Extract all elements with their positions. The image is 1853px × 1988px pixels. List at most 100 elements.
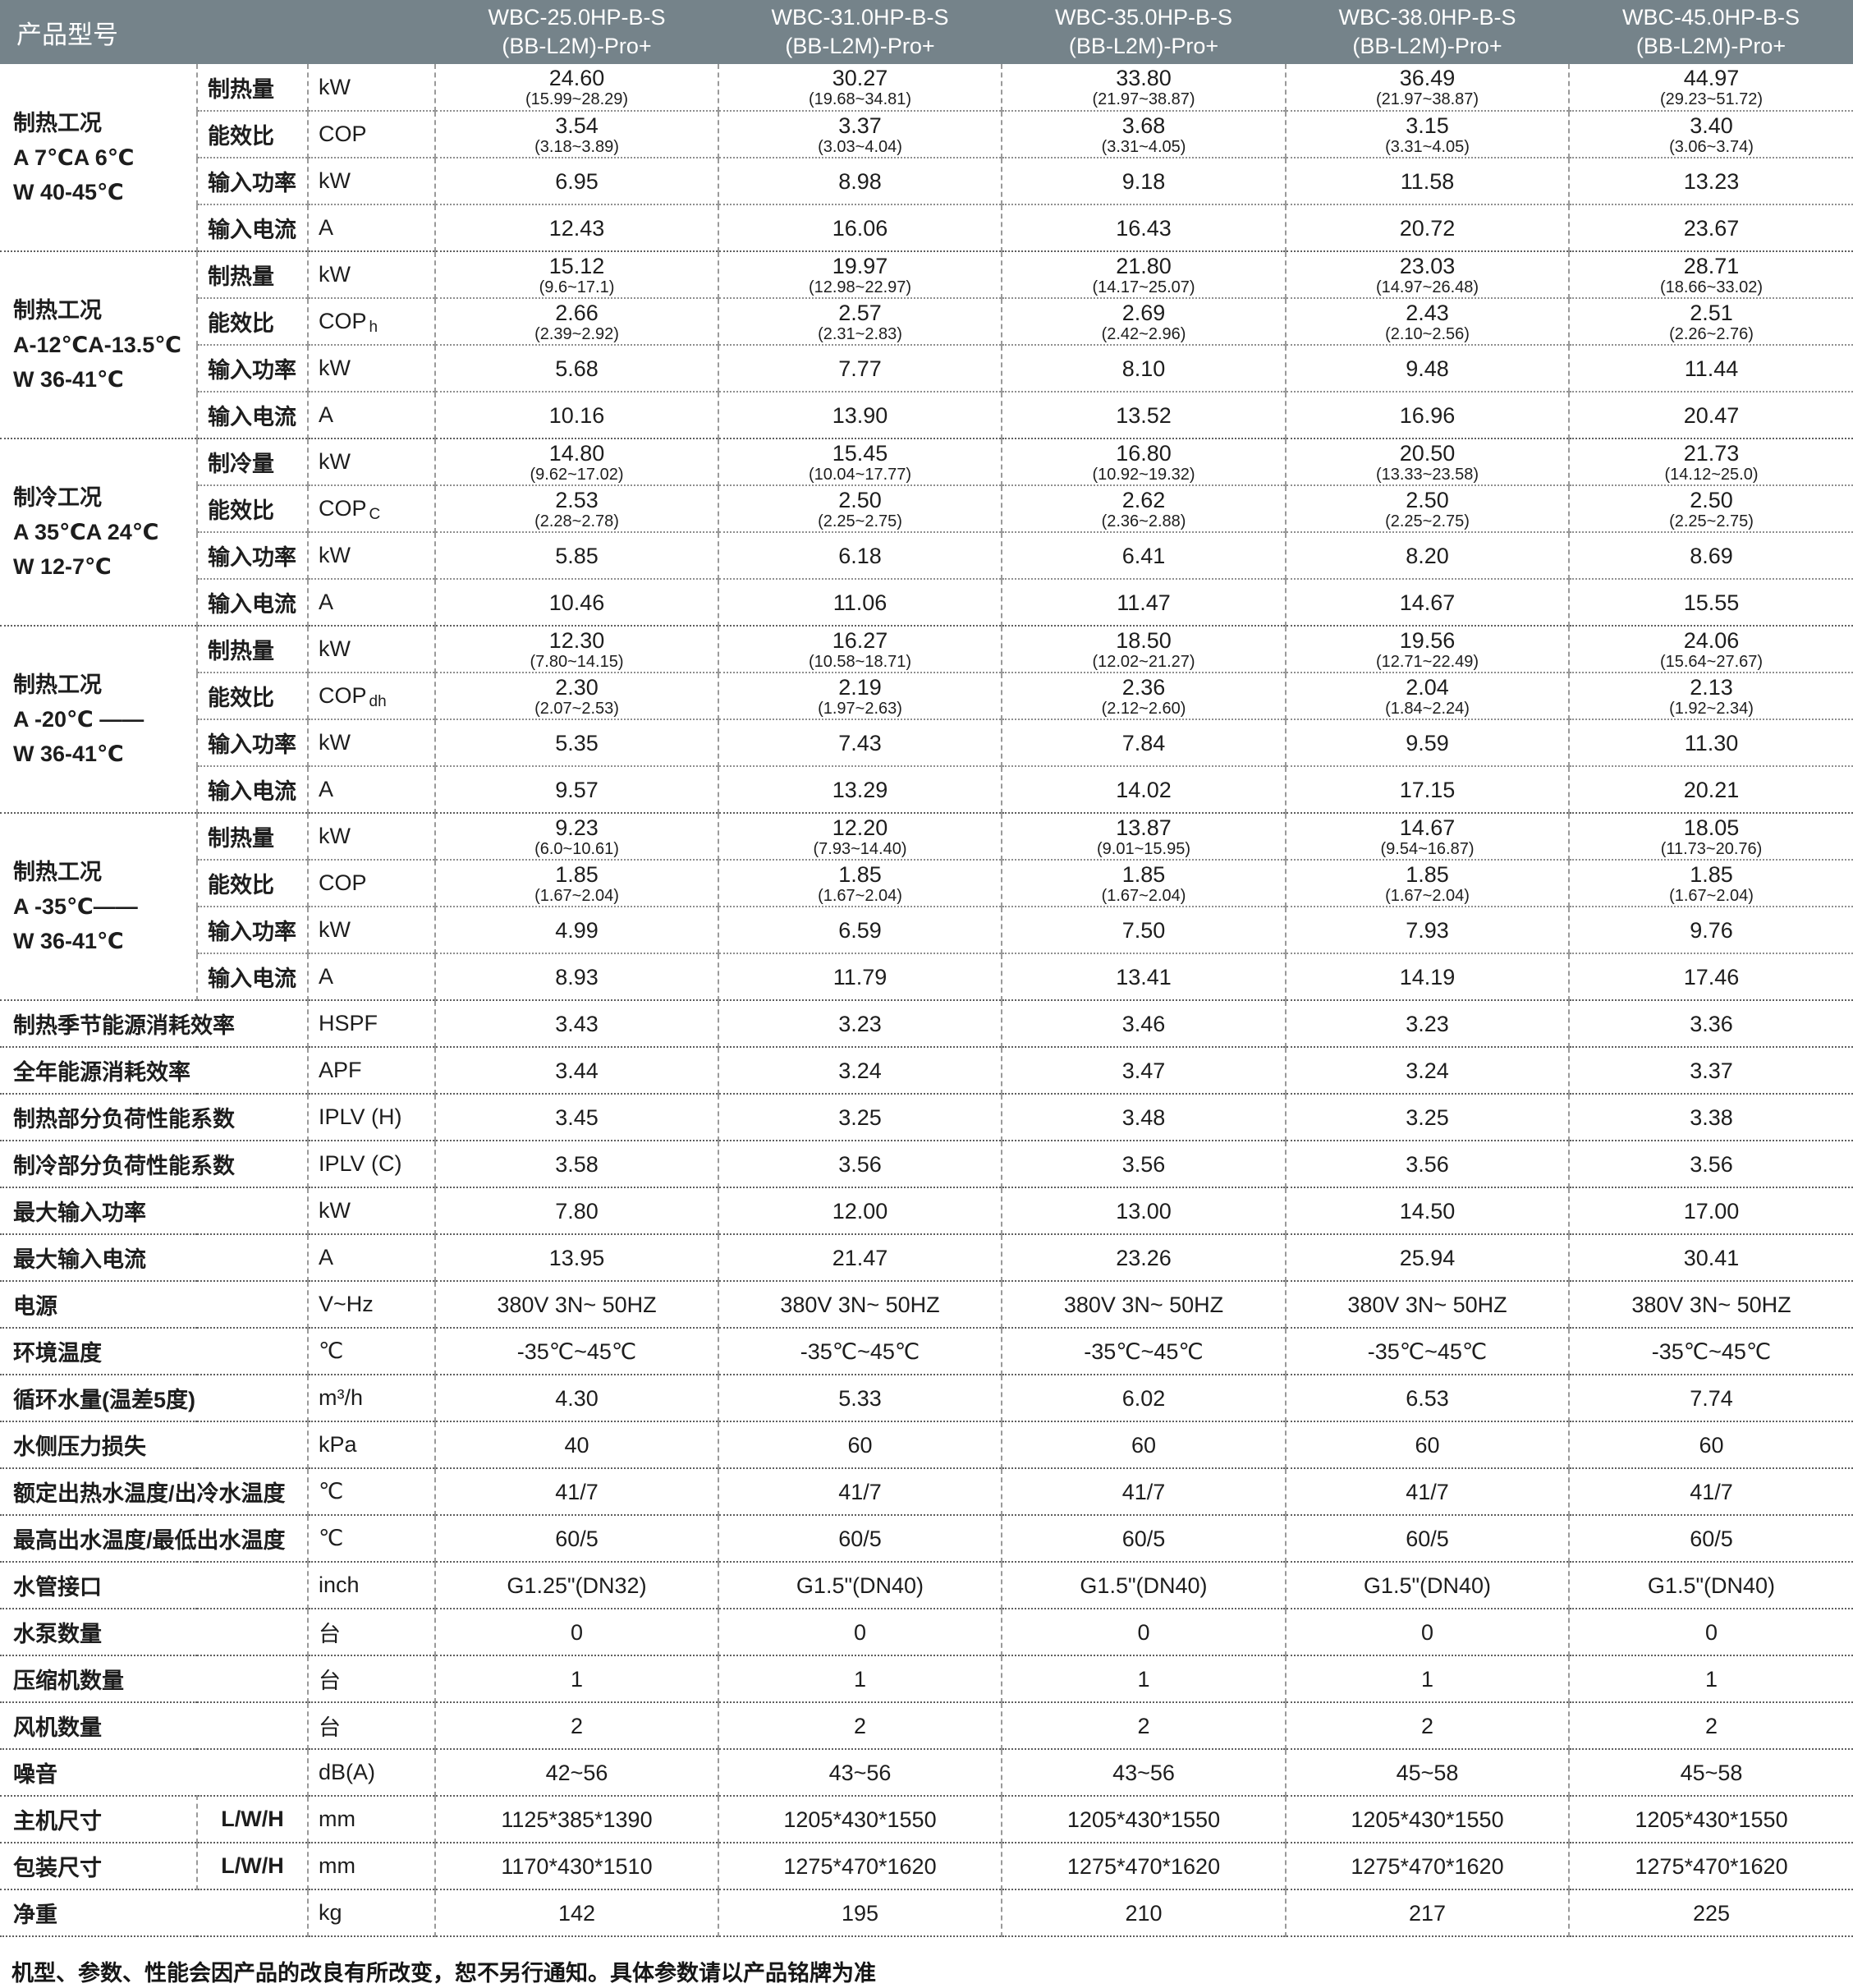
value-main: 13.87 [1116, 815, 1172, 840]
unit-label: dB(A) [307, 1748, 435, 1796]
value-main: 17.15 [1399, 777, 1456, 802]
spec-value-cell: 2 [718, 1701, 1002, 1749]
param-text: 输入电流 [208, 218, 296, 242]
value-text: 1 [1137, 1666, 1150, 1692]
value-text: 41/7 [555, 1479, 599, 1504]
spec-value-cell: 11.47 [1001, 578, 1286, 626]
spec-value-cell: 7.93 [1285, 906, 1569, 953]
condition-line: A -35℃—— [13, 894, 138, 919]
value-text: 2 [570, 1713, 584, 1738]
label-text: 风机数量 [13, 1715, 102, 1740]
spec-value-cell: 3.38 [1568, 1093, 1853, 1141]
value-main: 4.99 [555, 917, 599, 943]
unit-text: A [319, 777, 334, 801]
param-label: 制热量 [196, 625, 308, 673]
value-range: (14.97~26.48) [1375, 278, 1479, 296]
spec-label: 最大输入电流 [0, 1233, 308, 1281]
spec-value-cell: 12.43 [434, 204, 718, 251]
value-text: 1 [1420, 1666, 1434, 1692]
model-suffix: (BB-L2M)-Pro+ [1068, 34, 1219, 58]
value-text: 1275*470*1620 [783, 1853, 937, 1879]
spec-value-cell: 6.95 [434, 157, 718, 204]
value-range: (18.66~33.02) [1659, 278, 1764, 296]
unit-text: kW [319, 262, 351, 287]
value-main: 2.36 [1121, 674, 1166, 700]
label-text: 环境温度 [13, 1341, 102, 1366]
param-text: 制热量 [208, 76, 274, 102]
value-main: 8.93 [555, 964, 599, 989]
value-main: 11.47 [1117, 590, 1171, 615]
spec-value-cell: G1.5"(DN40) [718, 1561, 1002, 1609]
value-text: 3.58 [555, 1151, 599, 1177]
unit-label: A [307, 765, 435, 813]
value-main: 7.84 [1121, 730, 1166, 755]
spec-value-cell: 1 [1001, 1655, 1286, 1702]
value-text: 380V 3N~ 50HZ [1631, 1292, 1791, 1317]
unit-label: 台 [307, 1701, 435, 1749]
spec-value-cell: 2 [1568, 1701, 1853, 1749]
spec-row: 主机尺寸 L/W/H mm 1125*385*1390 1205*430*1550 120… [0, 1795, 1853, 1843]
spec-value-cell: 16.80 (10.92~19.32) [1001, 438, 1286, 485]
spec-value-cell: 43~56 [1001, 1748, 1286, 1796]
spec-value-cell: 12.00 [718, 1187, 1002, 1234]
value-text: 12.00 [832, 1198, 888, 1224]
unit-text: COP [319, 309, 367, 333]
value-main: 10.46 [548, 590, 605, 615]
spec-value-cell: 15.12 (9.6~17.1) [434, 250, 718, 298]
value-main: 2.62 [1121, 487, 1166, 512]
value-main: 16.06 [832, 215, 888, 241]
spec-value-cell: 19.97 (12.98~22.97) [718, 250, 1002, 298]
spec-value-cell: 3.56 [1001, 1140, 1286, 1187]
value-main: 19.56 [1399, 627, 1456, 653]
value-range: (13.33~23.58) [1375, 465, 1479, 484]
model-header-4: WBC-38.0HP-B-S (BB-L2M)-Pro+ [1286, 0, 1569, 64]
label-text: 噪音 [13, 1762, 57, 1787]
spec-row: 能效比 COP dh 2.30 (2.07~2.53) 2.19 (1.97~2.63) 2.… [0, 672, 1853, 719]
spec-value-cell: 8.98 [718, 157, 1002, 204]
value-main: 20.21 [1683, 777, 1740, 802]
value-text: 0 [853, 1619, 867, 1645]
condition-line: W 40-45℃ [13, 179, 124, 204]
value-text: 60 [847, 1432, 873, 1458]
spec-value-cell: 43~56 [718, 1748, 1002, 1796]
value-main: 8.98 [838, 168, 882, 194]
spec-value-cell: 1.85 (1.67~2.04) [434, 859, 718, 907]
value-main: 24.06 [1683, 627, 1740, 653]
spec-label: 全年能源消耗效率 [0, 1046, 308, 1094]
spec-label: 制热季节能源消耗效率 [0, 999, 308, 1047]
spec-value-cell: 21.80 (14.17~25.07) [1001, 250, 1286, 298]
param-label: 输入功率 [196, 531, 308, 579]
spec-row: 能效比 COP h 2.66 (2.39~2.92) 2.57 (2.31~2.83) 2.6… [0, 297, 1853, 345]
dimension-sublabel: L/W/H [196, 1795, 308, 1843]
value-text: 3.25 [1406, 1104, 1449, 1130]
value-text: G1.5"(DN40) [1647, 1572, 1776, 1598]
param-label: 输入功率 [196, 906, 308, 953]
value-main: 9.57 [555, 777, 599, 802]
value-text: 25.94 [1399, 1245, 1456, 1270]
value-text: 30.41 [1683, 1245, 1740, 1270]
condition-line: 制热工况 [13, 860, 102, 884]
value-main: 9.23 [555, 815, 599, 840]
spec-value-cell: 2.57 (2.31~2.83) [718, 297, 1002, 345]
spec-label: 净重 [0, 1889, 308, 1937]
param-text: 输入功率 [208, 920, 296, 944]
value-main: 24.60 [548, 66, 605, 90]
spec-value-cell: 3.23 [718, 999, 1002, 1047]
spec-value-cell: 45~58 [1285, 1748, 1569, 1796]
unit-text: A [319, 1245, 334, 1269]
spec-value-cell: 60 [1285, 1421, 1569, 1468]
value-main: 1.85 [555, 861, 599, 887]
value-text: 3.56 [1406, 1151, 1449, 1177]
spec-value-cell: 1205*430*1550 [1568, 1795, 1853, 1843]
spec-row: 制热工况 A -20℃ —— W 36-41℃ 制热量 kW 12.30 (7.80~14.… [0, 625, 1853, 813]
condition-line: W 36-41℃ [13, 367, 124, 392]
unit-label: APF [307, 1046, 435, 1094]
value-main: 2.19 [838, 674, 882, 700]
value-text: 6.02 [1121, 1385, 1166, 1411]
value-main: 15.55 [1683, 590, 1740, 615]
condition-line: A -20℃ —— [13, 707, 144, 732]
value-range: (9.62~17.02) [530, 465, 624, 484]
value-text: G1.5"(DN40) [1363, 1572, 1492, 1598]
value-range: (1.92~2.34) [1669, 699, 1754, 718]
